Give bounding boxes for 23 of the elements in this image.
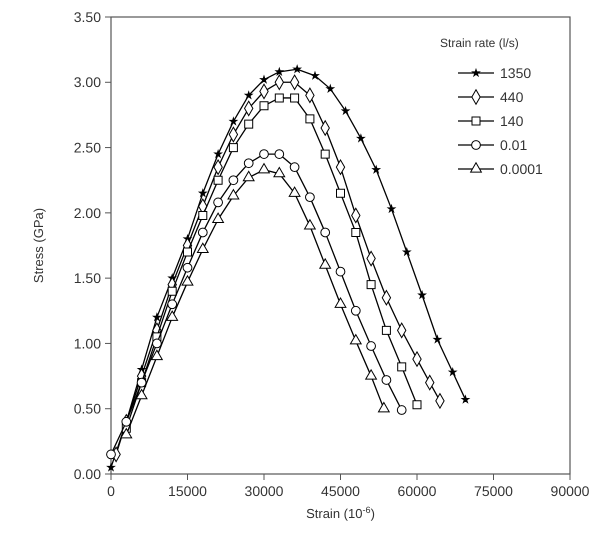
x-tick-label: 30000 xyxy=(244,483,284,499)
x-tick-label: 15000 xyxy=(168,483,208,499)
x-tick-label: 75000 xyxy=(474,483,514,499)
legend-label: 140 xyxy=(500,112,524,129)
legend-label: 0.01 xyxy=(500,136,528,153)
y-tick-label: 0.50 xyxy=(74,400,102,417)
x-tick-label: 45000 xyxy=(321,483,360,499)
legend-label: 1350 xyxy=(500,64,532,81)
legend-label: 440 xyxy=(500,88,524,105)
y-tick-label: 3.00 xyxy=(74,74,102,90)
y-tick-label: 0.00 xyxy=(74,466,102,482)
x-axis-title: Strain (10$^{-6}$) xyxy=(306,505,375,521)
y-tick-label: 2.50 xyxy=(74,139,102,156)
legend-title: Strain rate (l/s) xyxy=(440,36,519,50)
y-axis-title: Stress (GPa) xyxy=(31,208,46,284)
y-tick-label: 1.00 xyxy=(74,335,102,352)
legend-label: 0.0001 xyxy=(500,160,544,177)
x-tick-label: 0 xyxy=(107,483,116,499)
y-tick-label: 3.50 xyxy=(74,8,102,25)
x-tick-label: 90000 xyxy=(550,483,590,499)
y-tick-label: 1.50 xyxy=(74,270,102,286)
y-tick-label: 2.00 xyxy=(74,204,102,221)
x-tick-label: 60000 xyxy=(398,483,437,499)
